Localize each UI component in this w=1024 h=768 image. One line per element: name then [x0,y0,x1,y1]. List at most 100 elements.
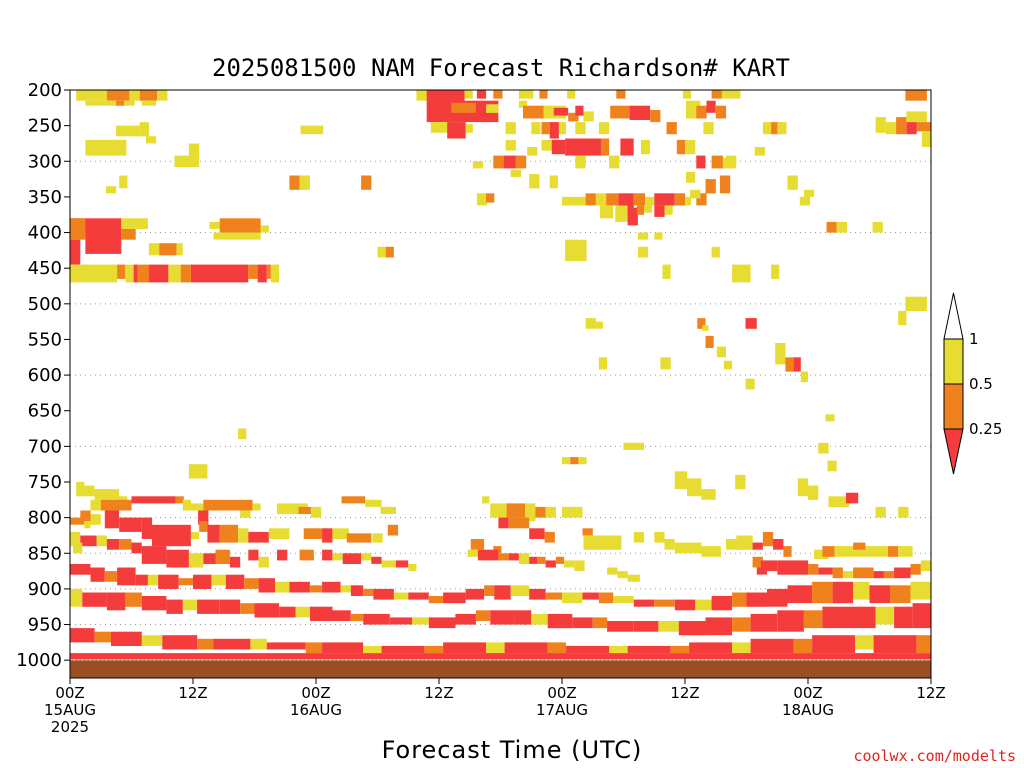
heatmap-cell [803,610,823,629]
heatmap-cell [322,549,333,561]
x-tick-label: 00Z [793,684,822,702]
heatmap-cell [800,371,808,383]
heatmap-cell [341,496,366,504]
heatmap-cell [723,360,733,370]
heatmap-cell [70,588,83,607]
heatmap-cell [633,531,645,543]
heatmap-cell [762,531,774,547]
heatmap-cell [535,506,546,518]
heatmap-cell [726,539,741,550]
heatmap-cell [371,556,382,564]
heatmap-cell [705,335,714,348]
heatmap-cell [472,161,484,169]
heatmap-cell [853,542,866,550]
heatmap-cell [826,221,837,233]
heatmap-cell [705,617,733,636]
heatmap-cell [252,503,261,511]
heatmap-cell [875,606,895,625]
heatmap-cell [90,264,118,283]
heatmap-cell [310,506,322,518]
heatmap-cell [518,100,528,108]
heatmap-cell [365,499,382,507]
heatmap-cell [188,464,208,479]
heatmap-cell [875,117,886,133]
heatmap-cell [215,549,230,564]
heatmap-cell [553,107,569,116]
heatmap-cell [76,482,85,497]
heatmap-cell [785,357,794,372]
y-tick-label: 500 [28,294,62,315]
heatmap-cell [84,521,91,529]
heatmap-cell [80,535,97,547]
heatmap-cell [814,549,829,559]
heatmap-cell [505,139,516,151]
heatmap-cell [564,560,575,568]
heatmap-cell [562,592,583,604]
heatmap-cell [695,599,712,611]
heatmap-cell [696,193,707,206]
heatmap-cell [686,172,696,183]
heatmap-cell [662,264,671,279]
heatmap-cell [732,617,751,632]
heatmap-cell [125,264,134,283]
heatmap-cell [238,528,249,543]
heatmap-cell [531,613,548,625]
heatmap-cell [732,264,751,283]
heatmap-cell [70,218,122,229]
color-legend: 1 0.5 0.25 [943,292,1002,475]
heatmap-cell [654,531,665,543]
heatmap-cell [745,318,757,329]
heatmap-cell [541,122,550,135]
heatmap-cell [562,506,583,518]
heatmap-cell [715,105,727,119]
heatmap-cell [674,471,688,490]
heatmap-cell [853,581,870,600]
heatmap-cell [750,638,794,654]
legend-swatch-low [943,428,964,475]
heatmap-cell [137,264,149,283]
heatmap-cell [555,556,565,564]
heatmap-cell [777,610,804,632]
heatmap-cell [240,510,251,518]
heatmap-cell [636,205,644,215]
heatmap-cell [145,136,157,144]
heatmap-cell [85,100,117,106]
heatmap-cell [595,193,607,206]
heatmap-cell [682,90,692,99]
heatmap-cell [73,542,83,554]
heatmap-cell [70,531,81,547]
heatmap-cell [168,264,181,283]
heatmap-cell [490,610,515,625]
heatmap-cell [416,90,431,101]
heatmap-cell [578,457,587,465]
heatmap-cell [203,553,216,564]
heatmap-cell [119,539,132,550]
heatmap-cell [260,225,269,233]
heatmap-cell [70,653,931,660]
heatmap-cell [508,553,519,561]
heatmap-cell [486,193,495,203]
heatmap-cell [629,105,651,120]
heatmap-cell [372,533,383,543]
heatmap-cell [595,321,603,329]
heatmap-cell [467,549,478,557]
heatmap-cell [616,90,626,99]
heatmap-cell [141,635,163,646]
heatmap-cell [890,585,911,604]
heatmap-cell [711,155,723,169]
heatmap-cell [896,117,907,135]
x-tick-label: 12Z [424,684,453,702]
heatmap-cell [139,90,158,101]
heatmap-cell [912,603,931,629]
heatmap-cell [303,528,323,539]
heatmap-cell [732,642,751,654]
heatmap-cell [771,122,782,135]
y-tick-label: 650 [28,401,62,422]
heatmap-cell [510,169,521,177]
heatmap-cell [547,642,567,654]
heatmap-cell [148,243,160,256]
heatmap-cell [158,574,179,589]
heatmap-cell [213,638,251,650]
heatmap-cell [188,553,204,568]
plot-frame [69,89,932,679]
